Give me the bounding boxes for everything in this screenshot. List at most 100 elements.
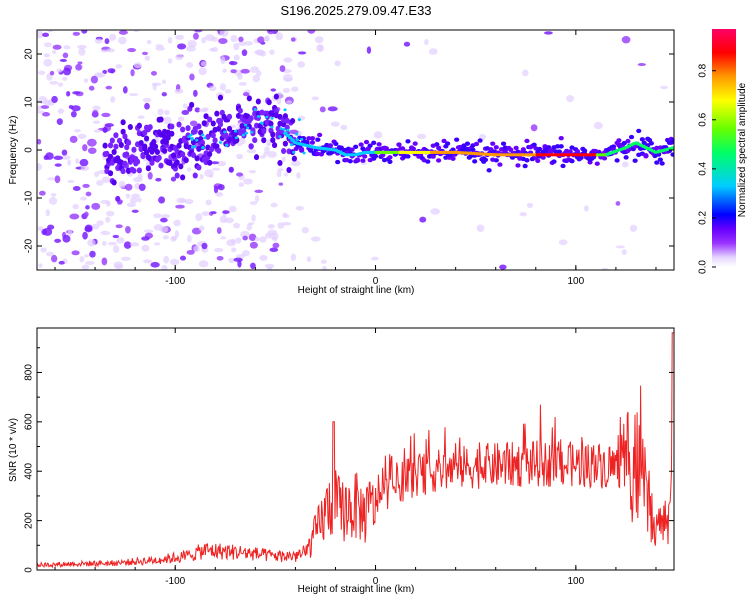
spectrogram-cell [641,140,647,145]
spectrogram-cell [147,171,153,180]
spectrogram-cell [210,120,216,127]
spectrogram-cell [45,251,55,257]
spectrogram-cell [601,156,608,161]
spectrogram-cell [125,139,132,146]
spectrogram-cell [659,161,665,166]
spectrogram-cell [167,58,173,64]
spectrogram-cell [212,167,221,171]
spectrogram-cell [363,139,370,145]
spectrogram-cell [621,249,627,255]
spectrogram-cell [50,192,57,197]
spectrogram-cell [63,45,71,50]
spectrogram-cell [115,64,123,69]
spectrogram-cell [213,185,219,194]
spectrogram-cell [246,223,253,231]
spectrogram-cell [77,61,83,65]
spectrogram-cell [282,140,288,147]
spectrogram-cell [295,138,299,142]
spectrogram-cell [241,133,246,137]
spectrogram-cell [233,54,240,61]
spectrogram-cell [100,230,111,236]
spectrogram-cell [242,92,250,97]
x-tick-label: -100 [165,576,185,587]
spectrogram-cell [158,196,166,204]
spectrogram-cell [268,120,274,127]
spectrogram-cell [151,139,157,146]
spectrogram-cell [37,226,44,232]
spectrogram-cell [219,30,229,37]
spectrogram-cell [118,30,128,35]
spectrogram-cell [574,149,581,154]
spectrogram-cell [279,65,286,72]
spectrogram-cell [194,107,201,113]
spectrogram-cells [37,30,674,270]
spectrogram-cell [45,152,54,160]
spectrogram-cell [267,150,277,158]
spectrogram-cell [417,133,427,140]
spectrogram-cell [92,105,101,111]
spectrogram-cell [85,205,90,210]
spectrogram-cell [234,136,238,140]
spectrogram-cell [76,44,87,49]
spectrogram-cell [125,225,131,234]
spectrogram-cell [285,133,290,138]
spectrogram-cell [441,138,447,144]
spectrogram-cell [169,130,175,137]
spectrogram-cell [616,245,625,249]
x-tick-label: 0 [373,576,379,587]
spectrogram-cell [260,122,264,125]
spectrogram-cell [217,94,224,101]
spectrogram-cell [238,41,247,46]
spectrogram-cell [477,138,483,143]
spectrogram-cell [174,159,180,166]
spectrogram-cell [425,159,431,164]
spectrogram-cell [107,142,114,149]
spectrogram-cell [628,134,635,140]
spectrogram-cell [102,142,108,149]
spectrogram-cell [179,255,187,261]
spectrogram-cell [372,153,379,159]
spectrogram-cell [578,155,584,160]
spectrogram-cell [371,140,377,146]
spectrogram-cell [133,62,142,69]
spectrogram-cell [198,260,209,268]
spectrogram-cell [150,261,160,268]
spectrogram-cell [67,179,75,184]
spectrogram-cell [157,108,164,116]
spectrogram-cell [111,179,117,186]
spectrogram-cell [176,121,182,128]
spectrogram-cell [283,131,288,135]
spectrogram-cell [178,163,184,170]
spectrogram-cell [72,186,81,191]
spectrogram-cell [230,34,238,43]
spectrogram-cell [186,45,196,52]
spectrogram-cell [526,202,534,208]
spectrogram-cell [278,182,284,186]
spectrogram-cell [593,121,603,130]
spectrogram-cell [639,137,645,142]
y-tick-label: 10 [24,96,35,108]
y-tick-label: 600 [24,413,35,430]
spectrogram-cell [210,132,216,139]
spectrogram-cell [273,108,279,115]
spectrogram-cell [430,208,440,215]
spectrogram-cell [246,95,252,102]
spectrogram-cell [161,213,171,219]
spectrogram-cell [107,241,117,246]
colorbar: 0.0 0.2 0.4 0.6 0.8 Normalized spectral ampl… [698,29,748,274]
spectrogram-cell [44,42,53,48]
spectrogram-cell [208,85,217,92]
spectrogram-cell [280,121,287,128]
spectrogram-cell [223,130,227,134]
spectrogram-cell [141,236,150,241]
spectrogram-cell [193,32,199,40]
spectrogram-cell [175,34,184,40]
spectrogram-cell [253,154,260,161]
spectrogram-cell [246,148,257,154]
spectrogram-cell [49,70,55,76]
spectrogram-cell [300,137,304,141]
spectrogram-cell [282,88,291,93]
spectrogram-cell [111,149,117,156]
spectrogram-cell [122,86,128,94]
spectrogram-cell [277,113,283,120]
